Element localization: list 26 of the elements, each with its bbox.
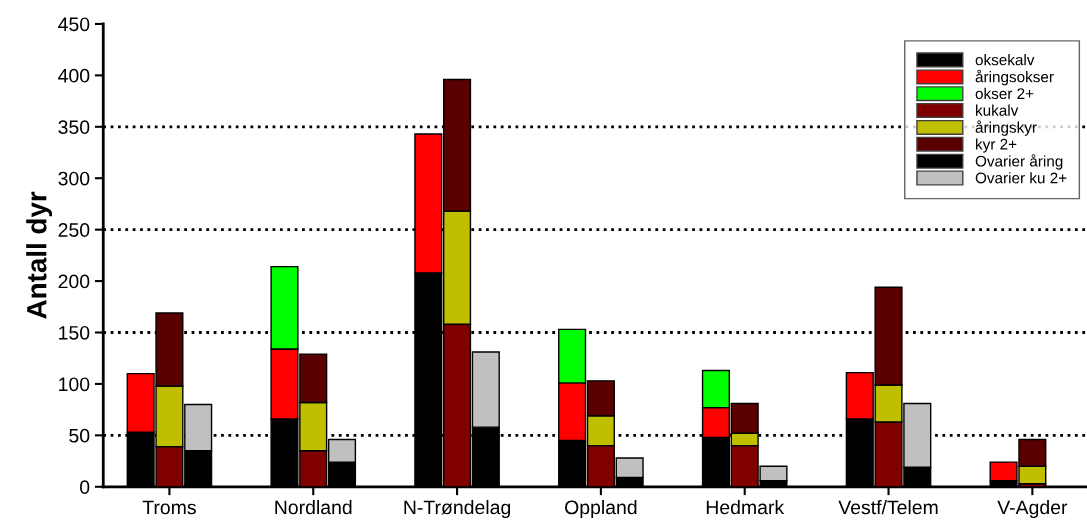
legend-label: oksekalv: [975, 54, 1035, 66]
x-tick-label: N-Trøndelag: [404, 499, 511, 519]
y-tick-label: 200: [58, 274, 90, 289]
x-tick-label: V-Agder: [997, 499, 1068, 519]
y-tick-label: 50: [69, 428, 90, 443]
legend-label: okser 2+: [975, 87, 1034, 100]
x-tick-label: Vestf/Telem: [838, 499, 938, 515]
x-tick-label: Nordland: [275, 499, 352, 515]
legend-label: Ovarier åring: [975, 154, 1063, 170]
y-tick-label: 150: [59, 325, 90, 340]
y-tick-label: 250: [58, 223, 90, 237]
y-tick-label: 400: [58, 68, 90, 83]
y-tick-label: 100: [59, 377, 90, 392]
y-tick-label: 300: [58, 171, 90, 186]
x-tick-label: Troms: [142, 500, 196, 515]
y-tick-label: 450: [58, 17, 90, 32]
legend-label: kyr 2+: [976, 138, 1017, 153]
y-tick-label: 0: [80, 480, 90, 495]
legend-label: Ovarier ku 2+: [975, 172, 1067, 184]
y-tick-label: 350: [58, 120, 90, 135]
legend-label: åringskyr: [975, 120, 1037, 136]
y-axis-title: Antall dyr: [26, 191, 53, 319]
x-tick-label: Oppland: [565, 499, 637, 519]
x-tick-label: Hedmark: [706, 499, 785, 515]
legend-label: kukalv: [976, 104, 1019, 116]
legend-label: åringsokser: [975, 69, 1054, 86]
